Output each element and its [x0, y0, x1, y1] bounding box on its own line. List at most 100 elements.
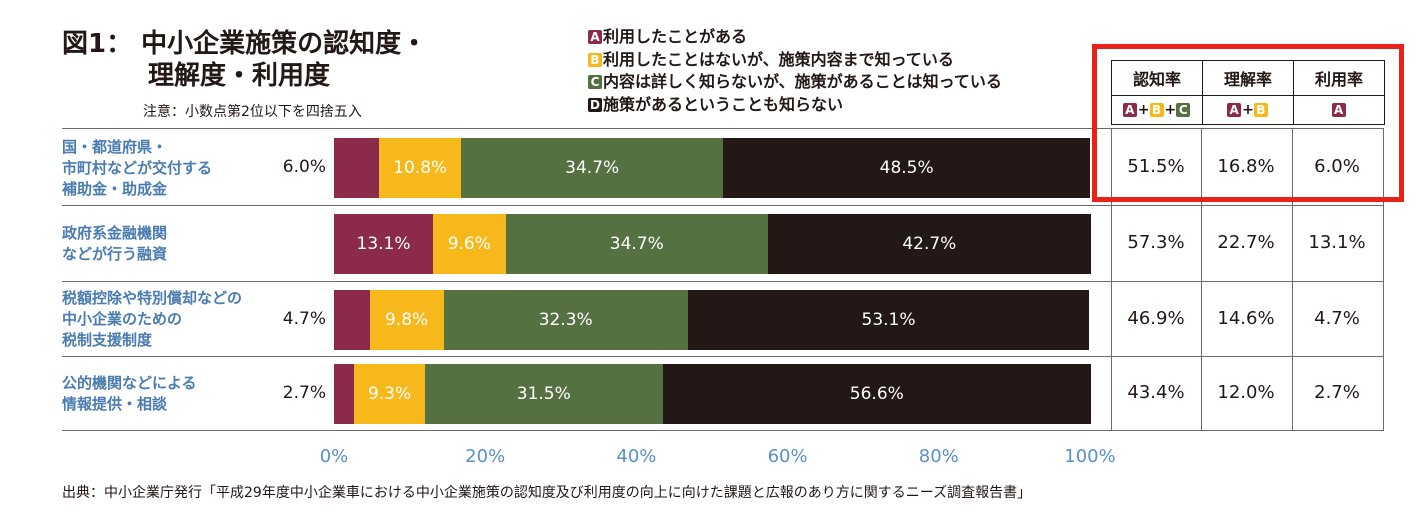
legend-badge-b: B [1253, 103, 1268, 117]
bar-segment-d: 48.5% [723, 138, 1090, 198]
legend-badge-a: A [1331, 103, 1346, 117]
category-label-line: 情報提供・相談 [62, 394, 168, 413]
data-label: 48.5% [879, 158, 934, 178]
category-label: 国・都道府県・市町村などが交付する 補助金・助成金 [62, 137, 212, 200]
x-tick-label: 60% [767, 446, 808, 467]
data-label: 34.7% [565, 158, 620, 178]
data-label: 9.8% [384, 309, 429, 330]
legend-badge-a: A [1122, 103, 1137, 117]
bar-segment-a: 13.1% [334, 214, 434, 274]
bar-segment-c: 32.3% [443, 289, 688, 350]
category-label-line: 市町村などが交付する [62, 158, 213, 177]
data-label: 9.6% [447, 234, 491, 254]
category-label-line: 政府系金融機関 [62, 224, 168, 242]
table-column-line [1292, 128, 1293, 430]
bar-segment-c: 34.7% [505, 214, 768, 274]
legend-badge-a: A [588, 30, 602, 45]
row-divider [62, 205, 1384, 206]
legend: A 利用したことがある B 利用したことはないが、施策内容まで知っている C 内容は詳しく… [588, 26, 1002, 116]
plus-sign: + [1137, 102, 1150, 118]
rate-recognition: 43.4% [1127, 381, 1185, 403]
plus-sign: + [1242, 102, 1254, 118]
bar-segment-c: 31.5% [424, 363, 663, 424]
rate-understanding: 14.6% [1217, 307, 1275, 329]
data-label: 32.3% [538, 309, 593, 330]
data-label: 13.1% [356, 234, 411, 254]
legend-label-c: 内容は詳しく知らないが、施策があることは知っている [603, 72, 1002, 91]
bar-segment-a [334, 363, 355, 424]
rate-usage: 6.0% [1314, 156, 1360, 177]
x-tick-label: 100% [1064, 446, 1116, 467]
highlight-box [1092, 44, 1404, 202]
category-label-line: 公的機関などによる [62, 373, 197, 392]
chart-title: 図1： 中小企業施策の認知度・ 理解度・利用度 [62, 28, 427, 92]
legend-badge-a: A [1227, 103, 1242, 117]
x-tick-label: 20% [465, 446, 506, 467]
category-label: 政府系金融機関 などが行う融資 [62, 223, 167, 265]
row-divider [62, 430, 1384, 431]
rate-understanding: 12.0% [1217, 381, 1275, 403]
rate-understanding: 16.8% [1217, 156, 1275, 177]
row-divider [62, 128, 1384, 129]
rate-table: 認知率 理解率 利用率 A + B + C A + B A [1111, 60, 1385, 125]
legend-badge-d: D [588, 97, 602, 112]
legend-badge-c: C [1176, 103, 1191, 117]
data-label-outside: 4.7% [282, 308, 326, 329]
data-label-outside: 6.0% [282, 157, 326, 177]
rate-formula-0: A + B + C [1111, 95, 1203, 125]
legend-item-a: A 利用したことがある [588, 26, 1002, 49]
rate-table-formula-row: A + B + C A + B A [1111, 95, 1385, 125]
rounding-note: 注意：小数点第2位以下を四捨五入 [143, 104, 362, 120]
plus-sign: + [1164, 102, 1177, 118]
data-label-outside: 2.7% [282, 382, 326, 403]
category-label-line: 補助金・助成金 [62, 179, 168, 198]
bar-segment-c: 34.7% [461, 138, 724, 198]
category-label-line: 国・都道府県・ [62, 137, 168, 156]
table-column-line [1111, 128, 1112, 430]
table-column-line [1383, 128, 1384, 430]
category-label: 公的機関などによる 情報提供・相談 [62, 373, 197, 415]
bar-segment-b: 9.3% [354, 363, 425, 424]
row-divider [62, 356, 1384, 357]
rate-recognition: 51.5% [1127, 156, 1185, 177]
category-label: 税額控除や特別償却などの 中小企業のための 税制支援制度 [62, 288, 242, 351]
chart-title-line1: 図1： 中小企業施策の認知度・ [62, 29, 428, 59]
rate-header-0: 認知率 [1111, 60, 1203, 96]
rate-usage: 2.7% [1314, 381, 1360, 403]
rate-formula-1: A + B [1202, 95, 1294, 125]
legend-badge-b: B [1149, 103, 1164, 117]
rate-recognition: 57.3% [1127, 232, 1185, 253]
rate-header-1: 理解率 [1202, 60, 1294, 96]
bar-segment-d: 56.6% [662, 363, 1091, 424]
data-label: 56.6% [849, 383, 904, 404]
bar-segment-d: 42.7% [767, 214, 1091, 274]
rate-usage: 13.1% [1308, 232, 1366, 253]
source-note: 出典：中小企業庁発行「平成29年度中小企業車における中小企業施策の認知度及び利用… [62, 485, 1032, 501]
legend-item-b: B 利用したことはないが、施策内容まで知っている [588, 49, 1002, 72]
rate-usage: 4.7% [1314, 307, 1360, 329]
bar-segment-d: 53.1% [687, 289, 1090, 350]
data-label: 42.7% [902, 234, 957, 254]
category-label-line: 中小企業のための [62, 310, 183, 328]
legend-item-d: D 施策があるということも知らない [588, 94, 1002, 117]
x-tick-label: 80% [918, 446, 959, 467]
data-label: 34.7% [609, 234, 664, 254]
bar-segment-a [334, 138, 380, 198]
chart-title-line2: 理解度・利用度 [148, 61, 331, 91]
rate-formula-2: A [1293, 95, 1385, 125]
category-label-line: などが行う融資 [62, 245, 168, 263]
data-label: 53.1% [861, 309, 916, 330]
category-label-line: 税額控除や特別償却などの [62, 289, 243, 307]
data-label: 10.8% [393, 158, 448, 178]
legend-badge-c: C [588, 75, 602, 90]
category-label-line: 税制支援制度 [62, 331, 153, 349]
rate-table-header-row: 認知率 理解率 利用率 [1111, 60, 1385, 96]
bar-segment-b: 9.8% [369, 289, 444, 350]
legend-badge-b: B [588, 52, 602, 67]
x-tick-label: 0% [319, 446, 349, 467]
row-divider [62, 281, 1384, 282]
bar-segment-a [334, 289, 370, 350]
data-label: 31.5% [516, 383, 571, 404]
legend-label-a: 利用したことがある [603, 27, 748, 46]
rate-recognition: 46.9% [1127, 307, 1185, 329]
